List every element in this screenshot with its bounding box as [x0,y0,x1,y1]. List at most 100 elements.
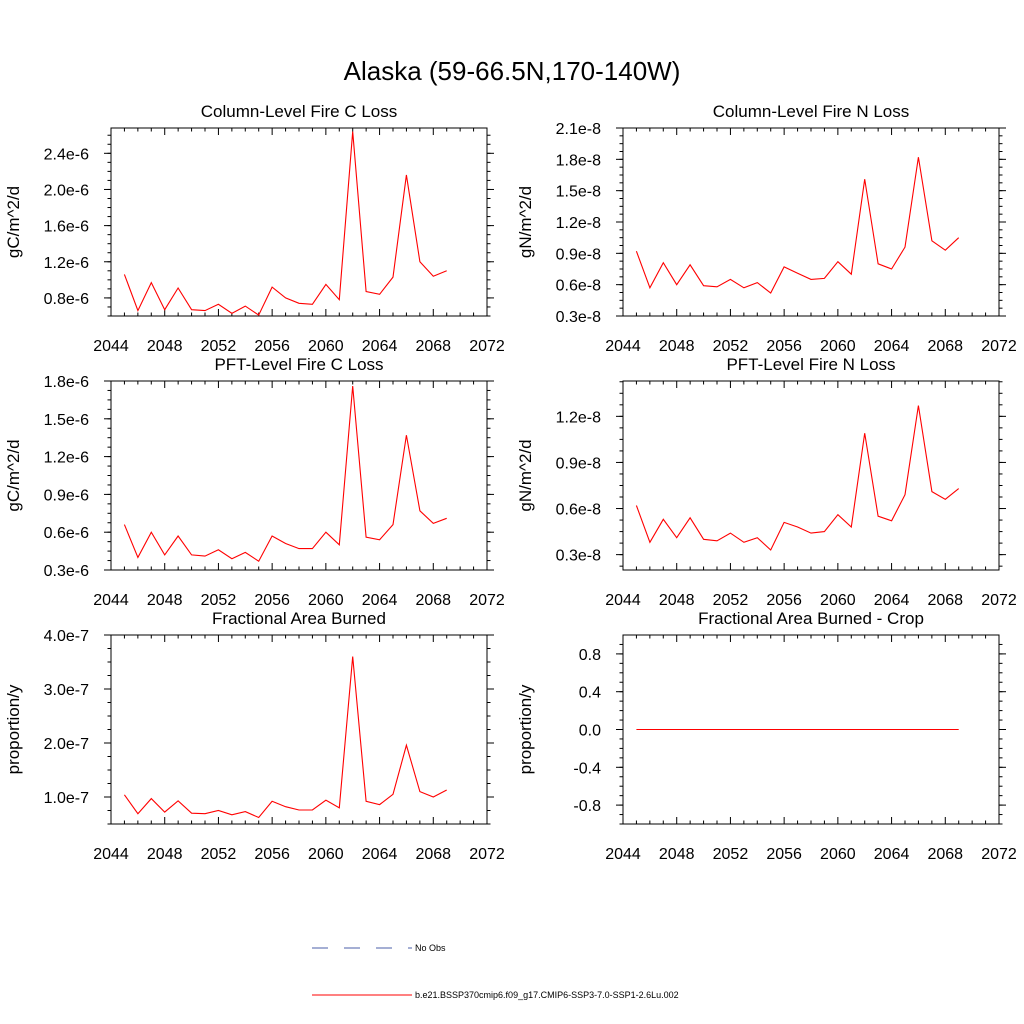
x-tick-label: 2064 [362,338,398,355]
y-tick-label: 0.0 [579,723,601,740]
x-tick-label: 2064 [874,846,910,863]
y-tick-label: -0.4 [573,760,601,777]
y-tick-label: 2.1e-8 [556,121,601,138]
x-tick-label: 2068 [927,592,963,609]
x-tick-label: 2052 [201,592,237,609]
x-tick-label: 2072 [981,592,1017,609]
y-tick-label: 1.0e-7 [44,790,89,807]
x-tick-label: 2060 [820,592,856,609]
y-tick-label: 4.0e-7 [44,628,89,645]
y-tick-label: 1.5e-8 [556,184,601,201]
series-line [123,385,447,562]
figure-title: Alaska (59-66.5N,170-140W) [344,56,681,86]
plot-frame [110,380,488,571]
panel-title: Column-Level Fire N Loss [713,102,910,121]
x-tick-label: 2048 [659,338,695,355]
y-axis-label: proportion/y [4,684,23,774]
chart-panel: Fractional Area Burned proportion/y 2044 20… [4,609,505,863]
y-tick-label: 1.2e-8 [556,409,601,426]
x-tick-label: 2048 [659,592,695,609]
x-tick-label: 2064 [362,592,398,609]
y-tick-label: 0.9e-6 [44,487,89,504]
panel-title: PFT-Level Fire N Loss [726,355,895,374]
plot-frame [622,380,1000,571]
x-tick-label: 2048 [659,846,695,863]
y-tick-label: 0.4 [579,685,601,702]
y-axis-label: gN/m^2/d [516,186,535,258]
x-tick-label: 2068 [927,338,963,355]
y-axis-label: gN/m^2/d [516,439,535,511]
series-line [123,131,447,316]
x-tick-label: 2044 [605,338,641,355]
plot-frame [110,127,488,317]
x-tick-label: 2068 [927,846,963,863]
x-tick-label: 2072 [469,846,505,863]
x-tick-label: 2072 [469,592,505,609]
x-tick-label: 2056 [766,338,802,355]
series-line [123,656,447,819]
panel-title: PFT-Level Fire C Loss [214,355,383,374]
chart-panel: PFT-Level Fire C Loss gC/m^2/d 2044 2048 205… [4,355,505,609]
y-tick-label: 0.8 [579,647,601,664]
panel-title: Column-Level Fire C Loss [201,102,398,121]
legend-label-no-obs: No Obs [415,943,446,953]
y-tick-label: 0.9e-8 [556,455,601,472]
x-tick-label: 2048 [147,592,183,609]
y-tick-label: 0.3e-6 [44,563,89,580]
x-tick-label: 2044 [605,592,641,609]
x-tick-label: 2068 [415,846,451,863]
x-tick-label: 2048 [147,846,183,863]
panel-title: Fractional Area Burned [212,609,386,628]
y-tick-label: 2.0e-6 [44,182,89,199]
chart-panel: Column-Level Fire N Loss gN/m^2/d 2044 2048… [516,102,1017,355]
x-tick-label: 2060 [308,846,344,863]
x-tick-label: 2064 [874,338,910,355]
legend-label-model: b.e21.BSSP370cmip6.f09_g17.CMIP6-SSP3-7.… [415,990,679,1000]
series-line [635,157,960,294]
x-tick-label: 2052 [201,846,237,863]
x-tick-label: 2048 [147,338,183,355]
y-tick-label: 1.2e-6 [44,450,89,467]
x-tick-label: 2052 [713,846,749,863]
x-tick-label: 2060 [308,338,344,355]
x-tick-label: 2060 [820,338,856,355]
y-tick-label: 1.2e-6 [44,255,89,272]
x-tick-label: 2052 [201,338,237,355]
x-tick-label: 2072 [981,846,1017,863]
x-tick-label: 2052 [713,338,749,355]
x-tick-label: 2056 [254,338,290,355]
x-tick-label: 2044 [93,592,129,609]
x-tick-label: 2060 [820,846,856,863]
y-tick-label: 1.2e-8 [556,215,601,232]
y-tick-label: 2.0e-7 [44,736,89,753]
y-tick-label: -0.8 [573,798,601,815]
chart-panel: PFT-Level Fire N Loss gN/m^2/d 2044 2048 205… [516,355,1017,609]
x-tick-label: 2044 [605,846,641,863]
series-line [635,405,960,551]
panel-title: Fractional Area Burned - Crop [698,609,924,628]
panel-grid: Column-Level Fire C Loss gC/m^2/d 2044 2048… [4,102,1017,863]
x-tick-label: 2068 [415,338,451,355]
x-tick-label: 2060 [308,592,344,609]
y-tick-label: 1.8e-6 [44,374,89,391]
y-tick-label: 1.5e-6 [44,412,89,429]
x-tick-label: 2072 [469,338,505,355]
x-tick-label: 2072 [981,338,1017,355]
x-tick-label: 2064 [874,592,910,609]
y-tick-label: 0.9e-8 [556,246,601,263]
y-tick-label: 3.0e-7 [44,682,89,699]
chart-panel: Column-Level Fire C Loss gC/m^2/d 2044 2048… [4,102,505,355]
x-tick-label: 2056 [254,846,290,863]
y-tick-label: 0.8e-6 [44,291,89,308]
x-tick-label: 2068 [415,592,451,609]
y-tick-label: 1.6e-6 [44,219,89,236]
x-tick-label: 2064 [362,846,398,863]
chart-panel: Fractional Area Burned - Crop proportion/… [516,609,1017,863]
y-axis-label: gC/m^2/d [4,439,23,511]
x-tick-label: 2056 [254,592,290,609]
x-tick-label: 2056 [766,592,802,609]
legend: No Obs b.e21.BSSP370cmip6.f09_g17.CMIP6-… [312,943,679,1000]
x-tick-label: 2056 [766,846,802,863]
y-tick-label: 2.4e-6 [44,146,89,163]
